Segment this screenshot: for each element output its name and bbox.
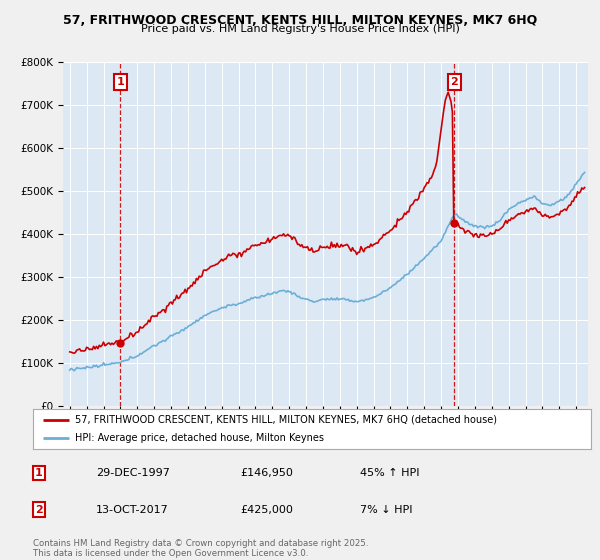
Text: 2: 2 [451,77,458,87]
Text: Price paid vs. HM Land Registry's House Price Index (HPI): Price paid vs. HM Land Registry's House … [140,24,460,34]
Text: 2: 2 [35,505,43,515]
Text: 57, FRITHWOOD CRESCENT, KENTS HILL, MILTON KEYNES, MK7 6HQ: 57, FRITHWOOD CRESCENT, KENTS HILL, MILT… [63,14,537,27]
Text: Contains HM Land Registry data © Crown copyright and database right 2025.
This d: Contains HM Land Registry data © Crown c… [33,539,368,558]
Text: £146,950: £146,950 [240,468,293,478]
Text: 57, FRITHWOOD CRESCENT, KENTS HILL, MILTON KEYNES, MK7 6HQ (detached house): 57, FRITHWOOD CRESCENT, KENTS HILL, MILT… [75,415,497,424]
Text: 1: 1 [35,468,43,478]
Text: HPI: Average price, detached house, Milton Keynes: HPI: Average price, detached house, Milt… [75,433,324,443]
Text: 45% ↑ HPI: 45% ↑ HPI [360,468,419,478]
Text: 1: 1 [116,77,124,87]
Text: £425,000: £425,000 [240,505,293,515]
Text: 29-DEC-1997: 29-DEC-1997 [96,468,170,478]
Text: 13-OCT-2017: 13-OCT-2017 [96,505,169,515]
Text: 7% ↓ HPI: 7% ↓ HPI [360,505,413,515]
